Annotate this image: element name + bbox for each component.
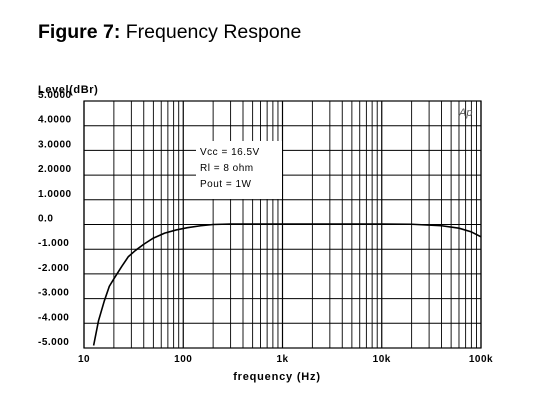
y-tick-label: 5.0000	[38, 90, 72, 101]
x-axis-label: frequency (Hz)	[233, 371, 321, 383]
x-tick-label: 10k	[373, 354, 391, 365]
x-tick-label: 10	[78, 354, 90, 365]
y-tick-labels: 5.0000 4.0000 3.0000 2.0000 1.0000 0.0 -1.000 -…	[38, 90, 72, 348]
annotation-box	[196, 141, 282, 199]
x-tick-label: 100k	[469, 354, 493, 365]
response-curve	[92, 223, 482, 346]
y-tick-label: 2.0000	[38, 164, 72, 175]
figure-title: Figure 7: Frequency Respone	[38, 21, 301, 44]
x-tick-labels: 10 100 1k 10k 100k	[78, 354, 493, 365]
annotation-line: Rl = 8 ohm	[200, 163, 254, 174]
y-tick-label: 0.0	[38, 214, 53, 225]
y-tick-label: 4.0000	[38, 115, 72, 126]
figure-label: Figure 7:	[38, 21, 121, 43]
ap-watermark: Ap	[458, 107, 472, 119]
series-group	[92, 223, 482, 346]
plot-frame	[83, 100, 482, 349]
annotation-line: Vcc = 16.5V	[200, 147, 260, 158]
y-tick-label: -5.000	[38, 337, 69, 348]
y-tick-label: -2.000	[38, 263, 69, 274]
y-tick-label: -1.000	[38, 238, 69, 249]
x-tick-label: 1k	[276, 354, 288, 365]
annotation-text: Vcc = 16.5V Rl = 8 ohm Pout = 1W	[200, 147, 260, 190]
y-tick-label: 1.0000	[38, 189, 72, 200]
y-tick-label: 3.0000	[38, 139, 72, 150]
y-axis-label: Level(dBr)	[38, 84, 98, 96]
figure-name: Frequency Respone	[125, 21, 302, 43]
x-tick-label: 100	[174, 354, 192, 365]
y-tick-label: -4.000	[38, 312, 69, 323]
y-tick-label: -3.000	[38, 288, 69, 299]
annotation-line: Pout = 1W	[200, 179, 252, 190]
